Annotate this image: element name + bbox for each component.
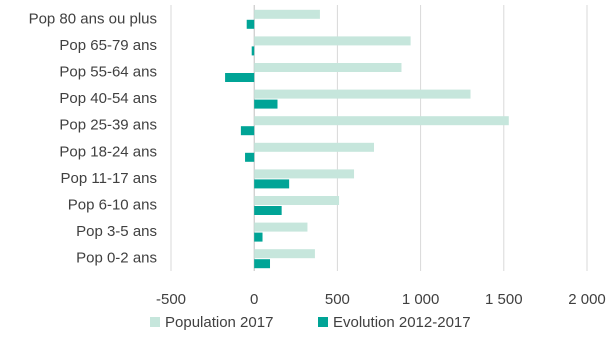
bar-population-2017 — [254, 169, 355, 179]
category-label: Pop 55-64 ans — [59, 64, 157, 81]
bar-evolution-2012-2017 — [245, 152, 255, 162]
x-tick-label: 1 500 — [485, 291, 523, 308]
legend-swatch — [150, 317, 160, 327]
bar-population-2017 — [254, 9, 320, 19]
bar-evolution-2012-2017 — [254, 99, 278, 109]
bar-population-2017 — [254, 116, 509, 126]
x-tick-label: 500 — [325, 291, 350, 308]
x-tick-label: 2 000 — [568, 291, 606, 308]
bar-evolution-2012-2017 — [254, 179, 290, 189]
legend-label: Evolution 2012-2017 — [333, 314, 471, 331]
bar-population-2017 — [254, 63, 402, 72]
category-label: Pop 11-17 ans — [61, 170, 157, 187]
bar-population-2017 — [254, 89, 471, 99]
bar-population-2017 — [254, 142, 375, 152]
category-label: Pop 40-54 ans — [59, 90, 157, 107]
legend-swatch — [318, 317, 328, 327]
category-label: Pop 3-5 ans — [76, 223, 157, 240]
category-labels: Pop 80 ans ou plus Pop 65-79 ans Pop 55-64… — [29, 10, 157, 266]
category-label: Pop 25-39 ans — [59, 117, 157, 134]
legend: Population 2017 Evolution 2012-2017 — [150, 314, 471, 331]
bar-evolution-2012-2017 — [240, 126, 255, 136]
x-tick-label: 0 — [250, 291, 258, 308]
bar-evolution-2012-2017 — [225, 73, 255, 82]
x-axis-tick-labels: -500 0 500 1 000 1 500 2 000 — [156, 291, 606, 308]
bar-population-2017 — [254, 222, 308, 232]
bar-evolution-2012-2017 — [251, 46, 255, 56]
category-label: Pop 65-79 ans — [59, 37, 157, 54]
x-tick-label: -500 — [156, 291, 186, 308]
bar-evolution-2012-2017 — [246, 19, 255, 29]
category-label: Pop 18-24 ans — [59, 143, 157, 160]
category-label: Pop 6-10 ans — [68, 197, 157, 214]
bar-evolution-2012-2017 — [254, 259, 271, 269]
legend-label: Population 2017 — [165, 314, 273, 331]
category-label: Pop 80 ans ou plus — [29, 10, 157, 27]
bar-population-2017 — [254, 249, 315, 259]
category-label: Pop 0-2 ans — [76, 250, 157, 267]
bar-evolution-2012-2017 — [254, 206, 282, 215]
bar-population-2017 — [254, 196, 340, 205]
x-tick-label: 1 000 — [402, 291, 440, 308]
bar-evolution-2012-2017 — [254, 232, 263, 242]
bars — [225, 9, 509, 269]
bar-population-2017 — [254, 36, 411, 46]
